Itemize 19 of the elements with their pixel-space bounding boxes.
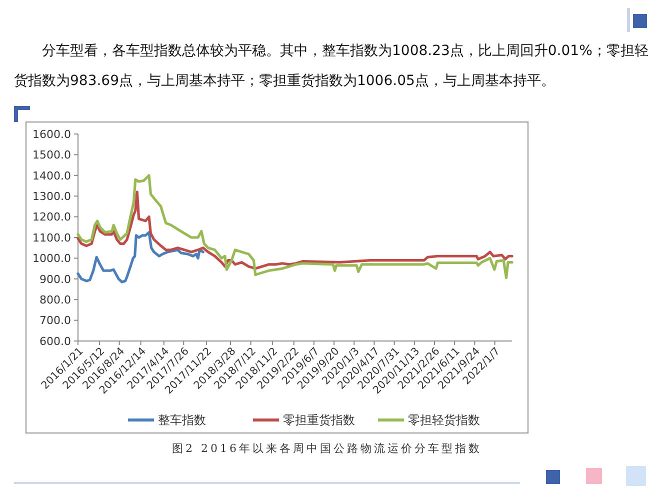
y-tick-label: 800.0 (40, 293, 71, 306)
y-tick-label: 900.0 (40, 272, 71, 286)
y-tick-label: 600.0 (40, 334, 71, 348)
line-series (76, 231, 204, 284)
line-series (76, 174, 514, 280)
line-series (76, 190, 514, 270)
y-tick-label: 1600.0 (32, 128, 71, 141)
legend-label: 零担重货指数 (283, 413, 355, 428)
y-tick-label: 700.0 (40, 314, 71, 328)
legend-label: 整车指数 (158, 413, 206, 428)
text: 分车型看，各车型指数总体较为平稳。其中，整车指数为1008.23点，比上周回升0.01%；零担轻货指数为983.69点，与上周基本持平；零担重货指数为1006.05点，与上周基本持平。 (14, 42, 650, 91)
y-tick-label: 1000.0 (32, 252, 71, 266)
y-tick-label: 1500.0 (32, 148, 71, 162)
y-tick-label: 1100.0 (32, 231, 71, 244)
y-tick-label: 1200.0 (32, 210, 71, 224)
y-tick-label: 1300.0 (32, 190, 71, 203)
caption: 图2 2016年以来各周中国公路物流运价分车型指数 (172, 442, 482, 455)
y-tick-label: 1400.0 (32, 169, 71, 182)
legend-label: 零担轻货指数 (408, 413, 480, 428)
